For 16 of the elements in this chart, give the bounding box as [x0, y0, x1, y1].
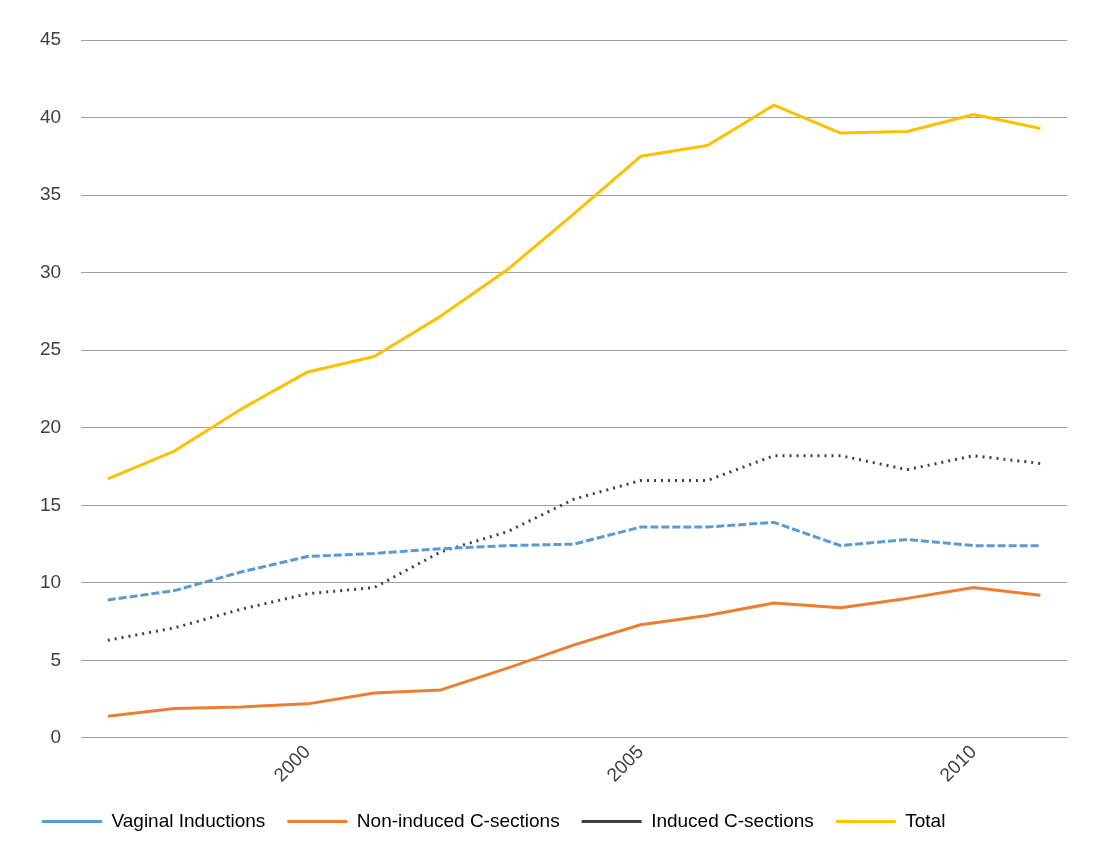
line-series	[106, 520, 1042, 602]
legend-label: Total	[905, 809, 946, 831]
y-tick-label: 5	[50, 648, 62, 670]
y-tick-label: 20	[39, 416, 62, 438]
legend-label: Vaginal Inductions	[111, 809, 266, 831]
y-tick-label: 25	[39, 338, 62, 360]
y-tick-label: 10	[39, 571, 62, 593]
legend-label: Induced C-sections	[651, 809, 814, 831]
y-tick-label: 40	[39, 105, 62, 127]
y-tick-label: 15	[39, 493, 62, 515]
y-tick-label: 30	[39, 260, 62, 282]
y-tick-label: 45	[39, 28, 62, 50]
line-series	[106, 454, 1042, 642]
y-tick-label: 0	[50, 726, 62, 748]
legend-label: Non-induced C-sections	[356, 809, 560, 831]
y-tick-label: 35	[39, 183, 62, 205]
